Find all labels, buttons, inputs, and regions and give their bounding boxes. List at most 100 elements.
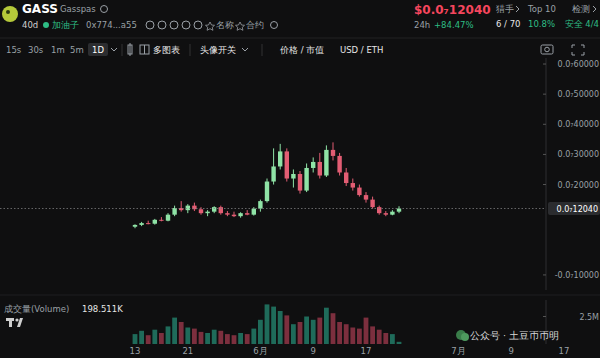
change: +84.47% xyxy=(434,20,474,30)
candle-body xyxy=(205,212,209,214)
candle-body xyxy=(153,220,157,224)
avatar-chevron xyxy=(242,48,248,51)
candle-body xyxy=(344,172,348,183)
hunters: 6 / 70 xyxy=(496,19,521,29)
candle-body xyxy=(351,183,355,188)
candle-body xyxy=(238,213,242,216)
fullscreen-icon xyxy=(572,45,584,55)
volume-bar xyxy=(179,322,184,344)
candle-body xyxy=(331,150,335,156)
token-icon xyxy=(2,6,18,22)
candle-body xyxy=(232,215,236,217)
candle-body xyxy=(304,168,308,191)
candle-body xyxy=(364,195,368,200)
creator: 加油子 xyxy=(52,20,79,30)
camera-icon xyxy=(545,47,550,52)
volume-bar xyxy=(232,335,237,344)
toolbar-sep xyxy=(122,44,123,56)
share-icon xyxy=(271,22,278,29)
candle-body xyxy=(212,207,216,212)
y-tick xyxy=(543,124,546,125)
candle-body xyxy=(252,209,256,215)
volume-bar xyxy=(298,322,303,344)
candle-body xyxy=(172,208,176,215)
check-arrow xyxy=(593,6,596,12)
volume-bar xyxy=(245,334,250,344)
volume-bar xyxy=(317,318,322,344)
volume-bar xyxy=(324,308,329,344)
candle-body xyxy=(258,201,262,209)
volume-tick-label: 2.5M xyxy=(579,313,599,322)
volume-bar xyxy=(146,335,151,344)
volume-bar xyxy=(166,326,171,344)
multi-chart-icon xyxy=(140,45,149,54)
volume-bar xyxy=(364,318,369,344)
x-tick-label: 21 xyxy=(182,346,193,356)
token-icon-eye xyxy=(6,10,10,14)
x-tick-label: 17 xyxy=(361,346,372,356)
volume-bar xyxy=(278,311,283,344)
multi-chart-icon xyxy=(144,45,145,54)
link-icon xyxy=(182,21,190,29)
candle-body xyxy=(384,213,388,215)
star-icon xyxy=(206,22,215,30)
pane-separator xyxy=(0,295,600,296)
volume-bar xyxy=(218,331,223,344)
x-tick-label: 17 xyxy=(559,346,570,356)
candle-body xyxy=(199,209,203,213)
candle-body xyxy=(311,162,315,168)
candle-body xyxy=(324,150,328,176)
candle-body xyxy=(318,162,322,176)
x-tick-label: 6月 xyxy=(253,346,267,356)
price-axis-line xyxy=(546,58,547,290)
candles xyxy=(133,142,401,228)
favorite-contract: 合约 xyxy=(246,20,264,30)
volume-bar xyxy=(199,332,204,344)
toolbar-border xyxy=(0,38,600,39)
token-name: Gasspas xyxy=(60,4,96,14)
candle-body xyxy=(146,223,150,224)
x-tick-label: 13 xyxy=(130,346,141,356)
y-tick-label: 0.0₇60000 xyxy=(558,60,599,69)
candle-body xyxy=(219,207,223,213)
favorite-name: 名称 xyxy=(216,20,234,30)
volume-bar xyxy=(337,322,342,344)
top10-label: Top 10 xyxy=(527,4,556,14)
symbol: GASS xyxy=(22,2,58,16)
volume-bar xyxy=(225,334,230,344)
current-price-label: 0.0₇12040 xyxy=(557,205,598,214)
volume-bar xyxy=(383,333,388,344)
x-tick-label: 9 xyxy=(310,346,315,356)
price-mcap: 价格 / 市值 xyxy=(279,45,324,55)
interval: 1D xyxy=(92,45,104,55)
interval-active xyxy=(88,43,108,56)
interval: 5m xyxy=(70,45,84,55)
current-price-line xyxy=(0,208,546,209)
volume-bar xyxy=(331,313,336,344)
candle-body xyxy=(139,223,143,225)
volume-bar xyxy=(370,326,375,344)
candle-body xyxy=(159,220,163,221)
toolbar-sep xyxy=(262,44,263,56)
star-icon xyxy=(236,22,245,30)
volume-bar xyxy=(284,315,289,344)
hunters-arrow xyxy=(516,6,519,12)
candle-body xyxy=(377,207,381,213)
y-tick xyxy=(543,154,546,155)
candle-wick xyxy=(234,212,235,217)
toolbar-sep xyxy=(190,44,191,56)
candle-body xyxy=(265,182,269,202)
volume-bar xyxy=(397,342,402,344)
check-label: 检测 xyxy=(572,4,590,14)
watermark-icon xyxy=(461,333,469,341)
volume-bar xyxy=(192,329,197,344)
y-tick-label: -0.0₇10000 xyxy=(555,271,599,280)
tv-logo xyxy=(15,318,18,321)
volume-bar xyxy=(390,334,395,344)
volume-bar xyxy=(377,330,382,344)
volume-bar xyxy=(159,333,164,344)
candle-body xyxy=(390,212,394,215)
y-tick-label: 0.0₇20000 xyxy=(558,181,599,190)
current-price-tag xyxy=(548,202,600,215)
y-tick xyxy=(543,274,546,275)
